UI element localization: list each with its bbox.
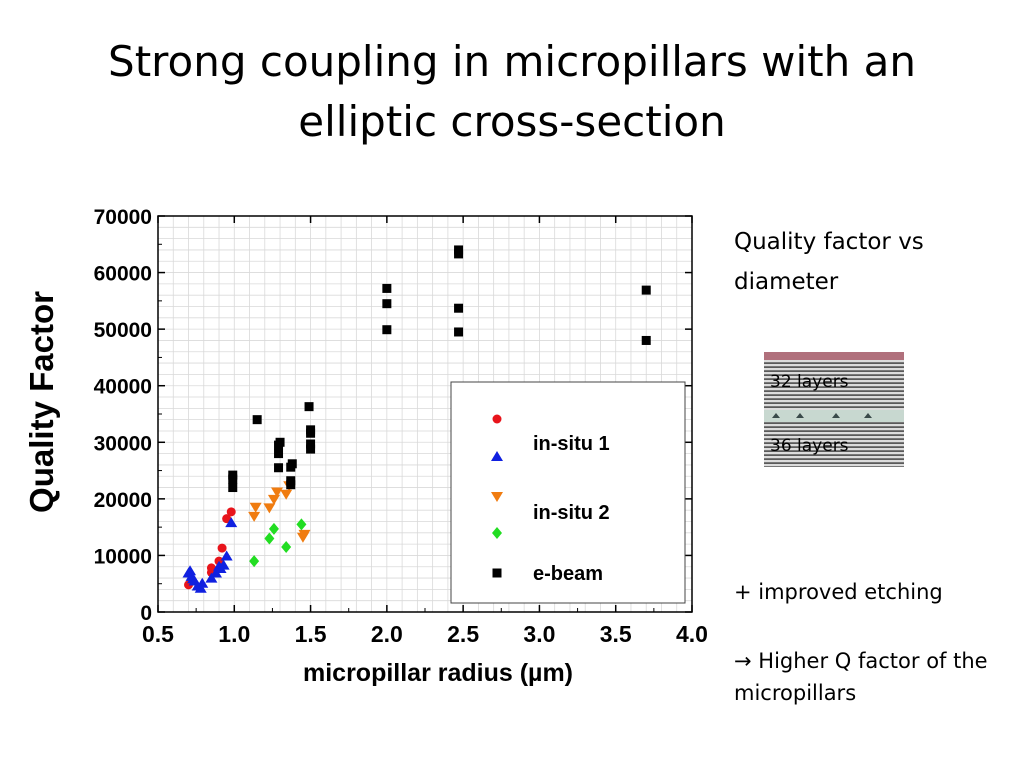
data-point-triangle-up xyxy=(194,582,207,593)
data-point-triangle-up xyxy=(184,565,197,576)
conclusion-note: → Higher Q factor of the micropillars xyxy=(734,645,994,709)
x-tick-label: 2.0 xyxy=(371,621,403,647)
y-tick-label: 60000 xyxy=(94,263,152,286)
data-point-triangle-down xyxy=(298,529,311,540)
data-point-square xyxy=(275,437,285,447)
data-points xyxy=(182,245,651,593)
inset-bottom-label: 36 layers xyxy=(770,436,849,456)
data-point-square xyxy=(286,476,296,486)
x-tick-label: 4.0 xyxy=(676,621,708,647)
y-tick-label: 10000 xyxy=(94,545,152,568)
conclusion-text: Higher Q factor of the micropillars xyxy=(734,649,988,705)
data-point-square xyxy=(287,459,297,469)
data-point-square xyxy=(641,335,651,345)
data-point-square xyxy=(306,444,316,454)
layer-structure-inset: 32 layers 36 layers xyxy=(764,352,904,467)
data-point-square xyxy=(641,285,651,295)
x-tick-label: 3.5 xyxy=(600,621,632,647)
data-point-triangle-up xyxy=(225,517,238,528)
data-point-diamond xyxy=(268,522,279,535)
legend-label: e-beam xyxy=(533,563,603,585)
data-point-square xyxy=(252,415,262,425)
legend-label: in-situ 2 xyxy=(533,502,610,524)
data-point-square xyxy=(382,325,392,335)
data-point-square xyxy=(274,449,284,459)
data-point-triangle-up xyxy=(196,577,209,588)
inset-top-label: 32 layers xyxy=(770,372,849,392)
data-point-triangle-up xyxy=(217,559,230,570)
y-tick-label: 50000 xyxy=(94,319,152,342)
y-axis-label: Quality Factor xyxy=(23,291,60,513)
layer-stack-image xyxy=(764,352,904,467)
y-tick-label: 20000 xyxy=(94,489,152,512)
x-tick-label: 1.0 xyxy=(218,621,250,647)
data-point-square xyxy=(382,299,392,309)
data-point-triangle-down xyxy=(263,503,276,514)
data-point-square xyxy=(306,439,316,449)
legend-marker-square xyxy=(492,568,502,578)
data-point-circle xyxy=(222,514,232,524)
legend-marker-diamond xyxy=(492,527,502,539)
data-point-triangle-down xyxy=(248,511,261,522)
data-point-triangle-up xyxy=(220,550,233,561)
data-point-square xyxy=(306,425,316,435)
y-tick-label: 30000 xyxy=(94,432,152,455)
tick-labels: 0.5 1.0 1.5 2.0 2.5 3.0 3.5 4.0 0 10000 20000 30000… xyxy=(94,206,708,647)
data-point-triangle-down xyxy=(271,487,284,498)
data-point-square xyxy=(454,245,464,255)
chart-legend: in-situ 1 in-situ 2 e-beam xyxy=(450,381,686,604)
y-tick-label: 0 xyxy=(140,602,152,625)
data-point-circle xyxy=(226,507,236,517)
data-point-circle xyxy=(217,543,227,553)
x-tick-label: 3.0 xyxy=(523,621,555,647)
data-point-square xyxy=(454,327,464,337)
data-point-diamond xyxy=(281,540,292,553)
data-point-square xyxy=(304,402,314,412)
legend-marker-triangle-up xyxy=(491,451,503,461)
legend-marker-triangle-down xyxy=(491,492,503,502)
data-point-square xyxy=(228,483,238,493)
axis-ticks xyxy=(157,215,693,613)
improvement-note: + improved etching xyxy=(734,580,943,604)
legend-label: in-situ 1 xyxy=(533,433,610,455)
x-tick-label: 2.5 xyxy=(447,621,479,647)
x-tick-label: 0.5 xyxy=(142,621,174,647)
data-point-triangle-down xyxy=(249,502,262,513)
data-point-square xyxy=(454,303,464,313)
side-heading: Quality factor vs diameter xyxy=(734,229,924,295)
arrow-right-icon: → xyxy=(734,649,752,673)
legend-marker-circle xyxy=(492,414,502,424)
y-tick-label: 70000 xyxy=(94,206,152,229)
slide-title: Strong coupling in micropillars with an … xyxy=(108,37,916,146)
data-point-diamond xyxy=(249,555,260,568)
y-tick-label: 40000 xyxy=(94,376,152,399)
data-point-square xyxy=(274,463,284,473)
data-point-triangle-up xyxy=(205,572,218,583)
x-tick-label: 1.5 xyxy=(295,621,327,647)
data-point-square xyxy=(382,283,392,293)
data-point-diamond xyxy=(296,518,307,531)
data-point-square xyxy=(228,470,238,480)
legend-box xyxy=(450,381,686,604)
data-point-triangle-down xyxy=(280,489,293,500)
x-axis-label: micropillar radius (µm) xyxy=(303,659,573,687)
data-point-diamond xyxy=(264,532,275,545)
